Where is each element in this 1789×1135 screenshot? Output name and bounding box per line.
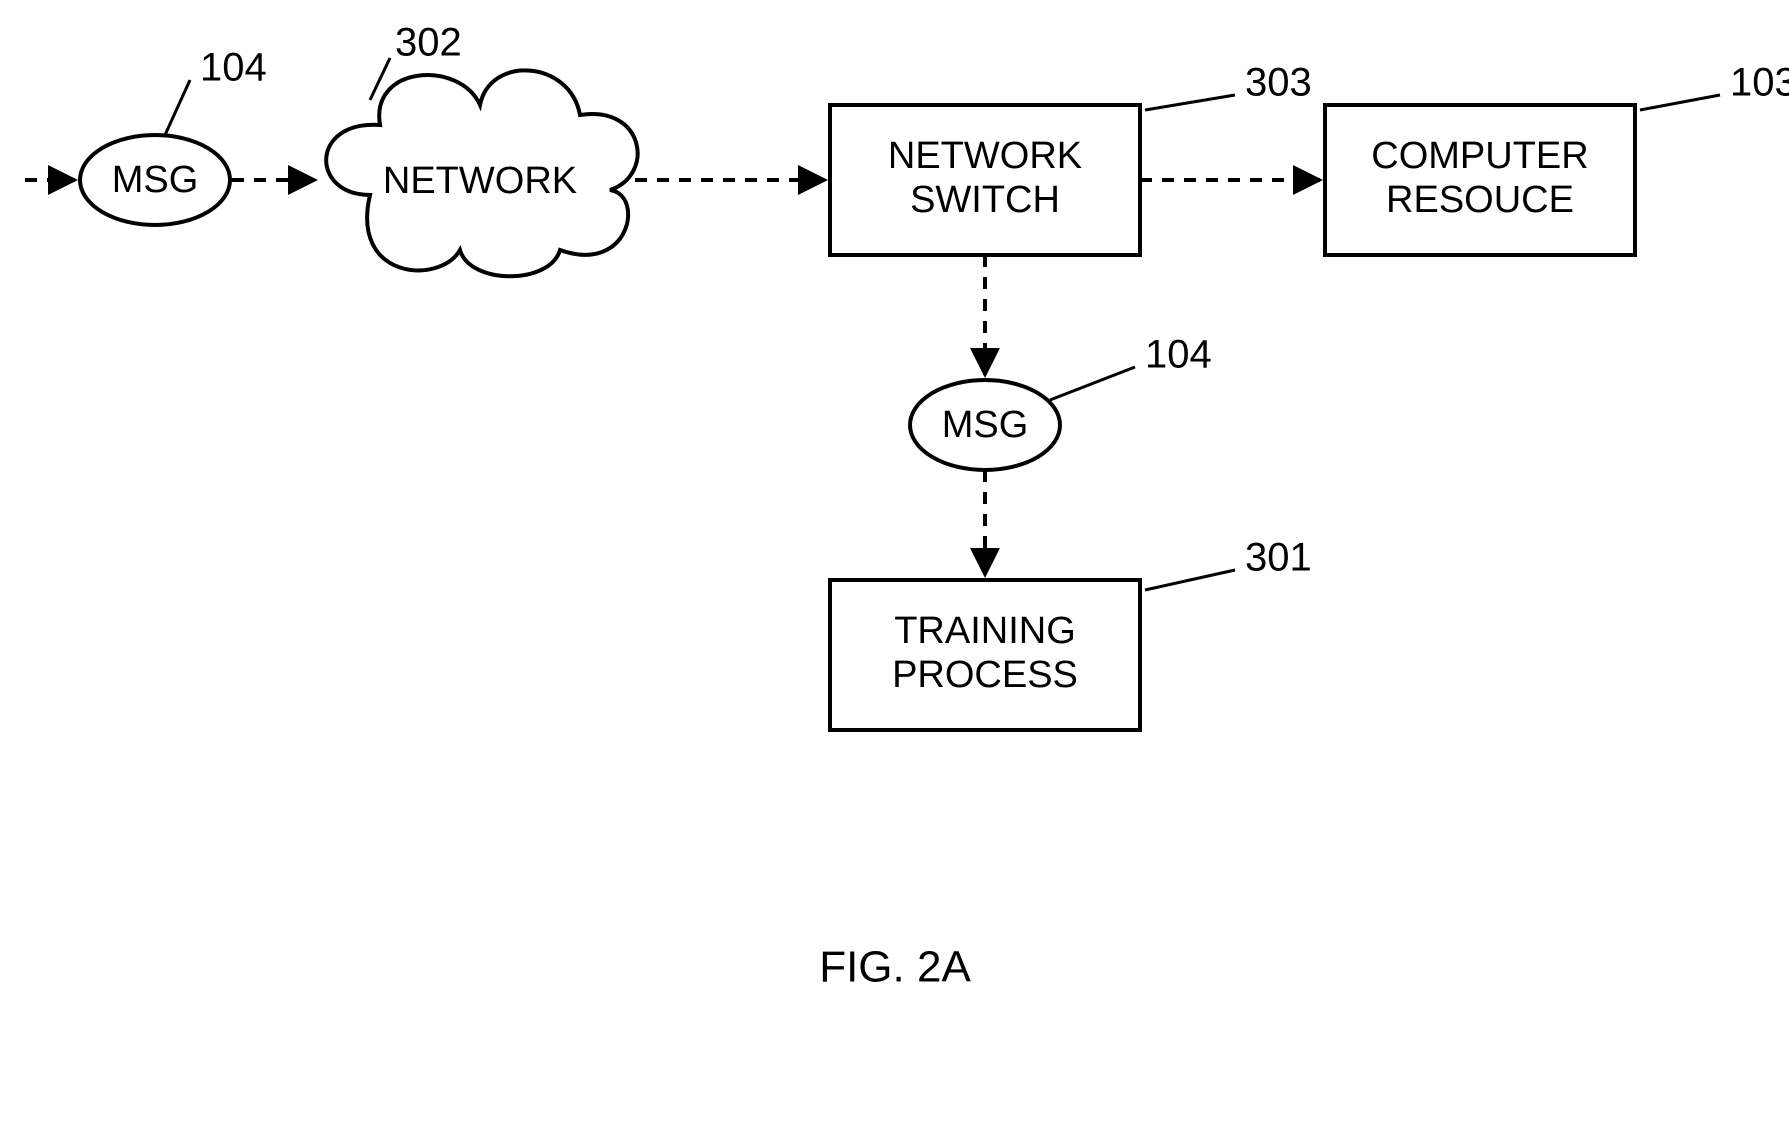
node-res: COMPUTER RESOUCE 103 xyxy=(1325,61,1789,255)
node-res-ref: 103 xyxy=(1730,61,1789,105)
figure-label: FIG. 2A xyxy=(819,943,971,992)
node-switch: NETWORK SWITCH 303 xyxy=(830,61,1312,255)
node-msg1: MSG 104 xyxy=(80,46,267,225)
node-msg2-ref: 104 xyxy=(1145,333,1212,377)
node-msg1-ref: 104 xyxy=(200,46,267,90)
node-cloud-ref: 302 xyxy=(395,21,462,65)
node-train-label2: PROCESS xyxy=(892,654,1078,696)
node-train-label1: TRAINING xyxy=(894,610,1076,652)
node-msg2-label: MSG xyxy=(942,404,1029,446)
node-res-label1: COMPUTER xyxy=(1371,135,1588,177)
node-train-ref: 301 xyxy=(1245,536,1312,580)
node-cloud-label: NETWORK xyxy=(383,160,577,202)
node-msg2: MSG 104 xyxy=(910,333,1212,470)
node-cloud: NETWORK 302 xyxy=(326,21,637,277)
node-switch-label2: SWITCH xyxy=(910,179,1060,221)
node-switch-ref: 303 xyxy=(1245,61,1312,105)
diagram-canvas: MSG 104 NETWORK 302 NETWORK SWITCH 303 C… xyxy=(0,0,1789,1135)
node-msg1-label: MSG xyxy=(112,159,199,201)
node-train: TRAINING PROCESS 301 xyxy=(830,536,1312,730)
node-switch-label1: NETWORK xyxy=(888,135,1082,177)
node-res-label2: RESOUCE xyxy=(1386,179,1574,221)
